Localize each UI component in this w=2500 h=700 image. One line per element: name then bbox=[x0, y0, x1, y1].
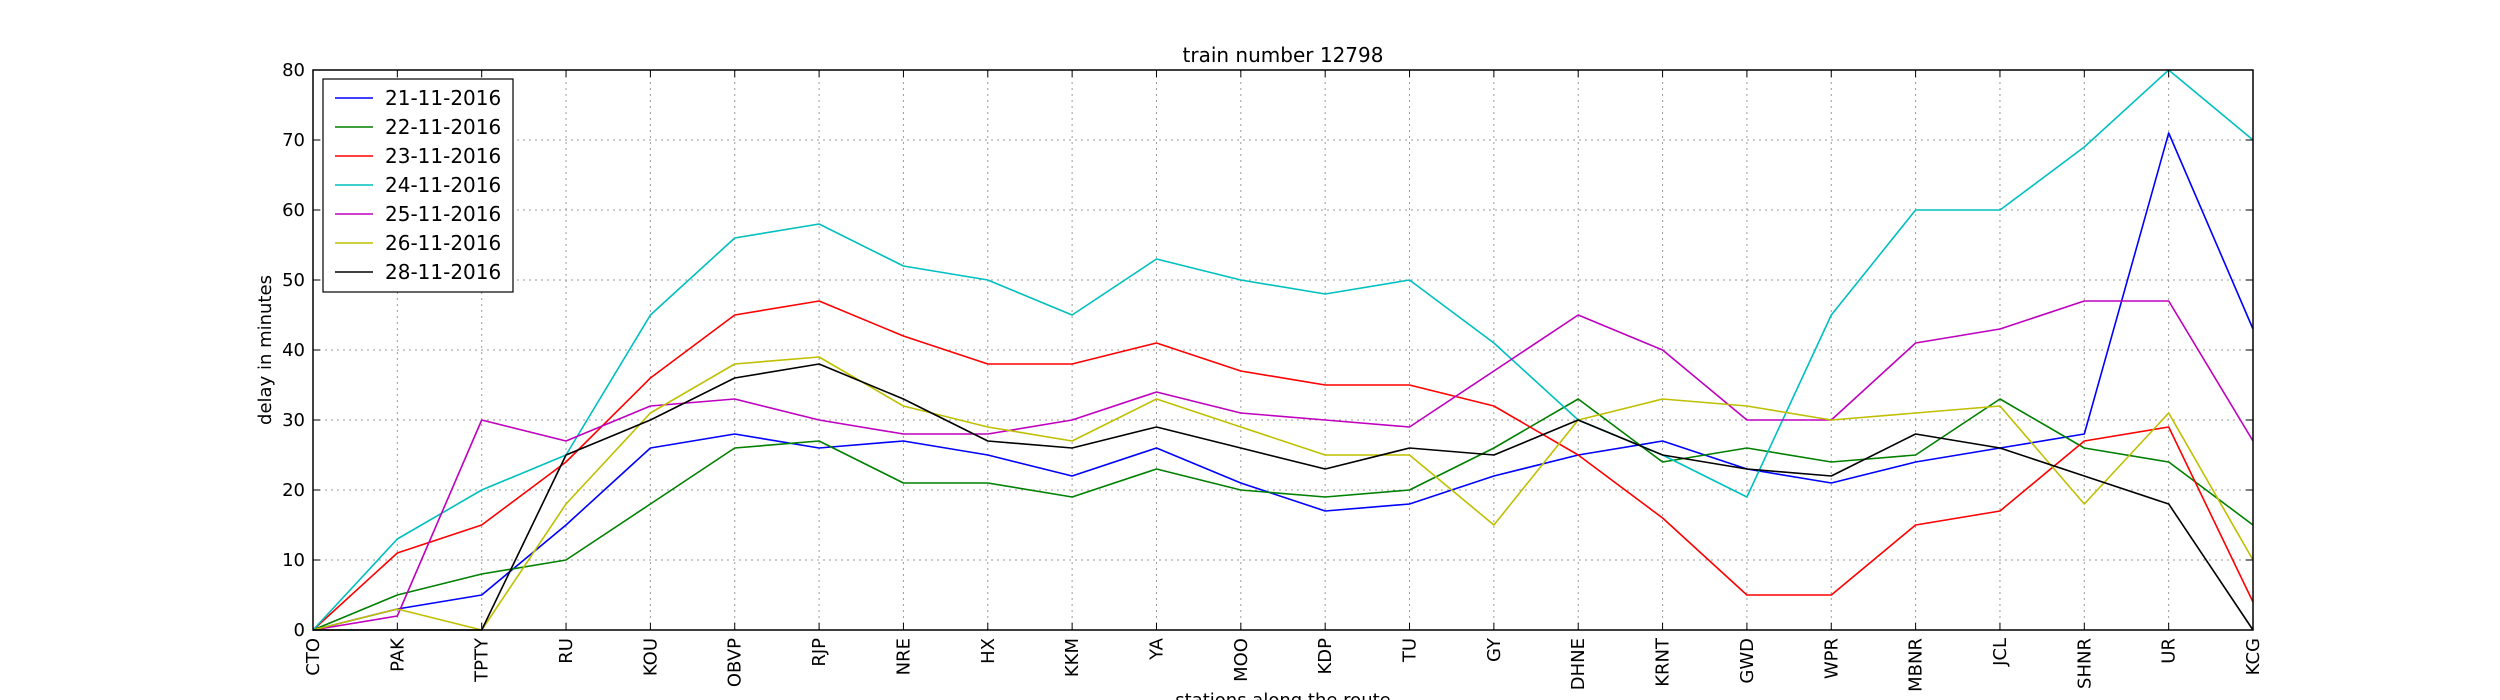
x-tick-label: KCG bbox=[2243, 638, 2264, 675]
y-tick-label: 50 bbox=[282, 270, 305, 291]
y-tick-label: 30 bbox=[282, 410, 305, 431]
plot-frame bbox=[312, 69, 2254, 631]
chart-title: train number 12798 bbox=[1183, 43, 1384, 67]
x-tick-label: KRNT bbox=[1653, 637, 1674, 687]
x-axis-ticks: CTO PAK TPTY RU KOU OBVP RJP NRE HX KKM YA MOO KDP TU… bbox=[303, 70, 2264, 692]
x-tick-label: KKM bbox=[1062, 638, 1083, 677]
grid bbox=[312, 69, 2254, 631]
x-tick-label: KOU bbox=[640, 638, 661, 676]
x-tick-label: JCL bbox=[1990, 638, 2011, 667]
series-line-24-11-2016 bbox=[312, 69, 2254, 631]
x-tick-label: GY bbox=[1484, 637, 1505, 662]
legend-label: 21-11-2016 bbox=[385, 86, 501, 110]
legend-label: 28-11-2016 bbox=[385, 260, 501, 284]
x-tick-label: RU bbox=[556, 638, 577, 664]
x-tick-label: HX bbox=[978, 638, 999, 664]
x-tick-label: DHNE bbox=[1568, 638, 1589, 690]
x-tick-label: WPR bbox=[1821, 638, 1842, 679]
y-tick-label: 10 bbox=[282, 550, 305, 571]
x-tick-label: TU bbox=[1400, 638, 1421, 663]
series-line-21-11-2016 bbox=[312, 132, 2254, 631]
x-tick-label: SHNR bbox=[2074, 638, 2095, 689]
x-tick-label: UR bbox=[2159, 638, 2180, 664]
series-line-22-11-2016 bbox=[312, 398, 2254, 631]
x-tick-label: MBNR bbox=[1906, 638, 1927, 692]
x-axis-label: stations along the route bbox=[1175, 690, 1390, 700]
y-axis-ticks: 0 10 20 30 40 50 60 70 80 bbox=[282, 60, 2253, 641]
x-tick-label: OBVP bbox=[725, 638, 746, 687]
x-tick-label: MOO bbox=[1231, 638, 1252, 682]
series-lines bbox=[312, 69, 2254, 631]
legend-label: 23-11-2016 bbox=[385, 144, 501, 168]
x-tick-label: TPTY bbox=[472, 637, 493, 683]
x-tick-label: KDP bbox=[1315, 638, 1336, 675]
x-tick-label: CTO bbox=[303, 638, 324, 676]
legend-label: 25-11-2016 bbox=[385, 202, 501, 226]
legend: 21-11-2016 22-11-2016 23-11-2016 24-11-2016… bbox=[322, 78, 514, 293]
series-line-26-11-2016 bbox=[312, 356, 2254, 631]
y-tick-label: 70 bbox=[282, 130, 305, 151]
series-line-25-11-2016 bbox=[312, 300, 2254, 631]
y-axis-label: delay in minutes bbox=[255, 275, 276, 425]
x-tick-label: NRE bbox=[893, 638, 914, 675]
x-tick-label: YA bbox=[1146, 637, 1167, 661]
x-tick-label: PAK bbox=[387, 637, 408, 672]
y-tick-label: 60 bbox=[282, 200, 305, 221]
legend-label: 22-11-2016 bbox=[385, 115, 501, 139]
y-tick-label: 0 bbox=[294, 620, 305, 641]
y-tick-label: 80 bbox=[282, 60, 305, 81]
x-tick-label: RJP bbox=[809, 638, 830, 667]
legend-label: 26-11-2016 bbox=[385, 231, 501, 255]
legend-label: 24-11-2016 bbox=[385, 173, 501, 197]
series-line-23-11-2016 bbox=[312, 300, 2254, 631]
x-tick-label: GWD bbox=[1737, 638, 1758, 684]
y-tick-label: 40 bbox=[282, 340, 305, 361]
y-tick-label: 20 bbox=[282, 480, 305, 501]
series-line-28-11-2016 bbox=[313, 363, 2254, 631]
